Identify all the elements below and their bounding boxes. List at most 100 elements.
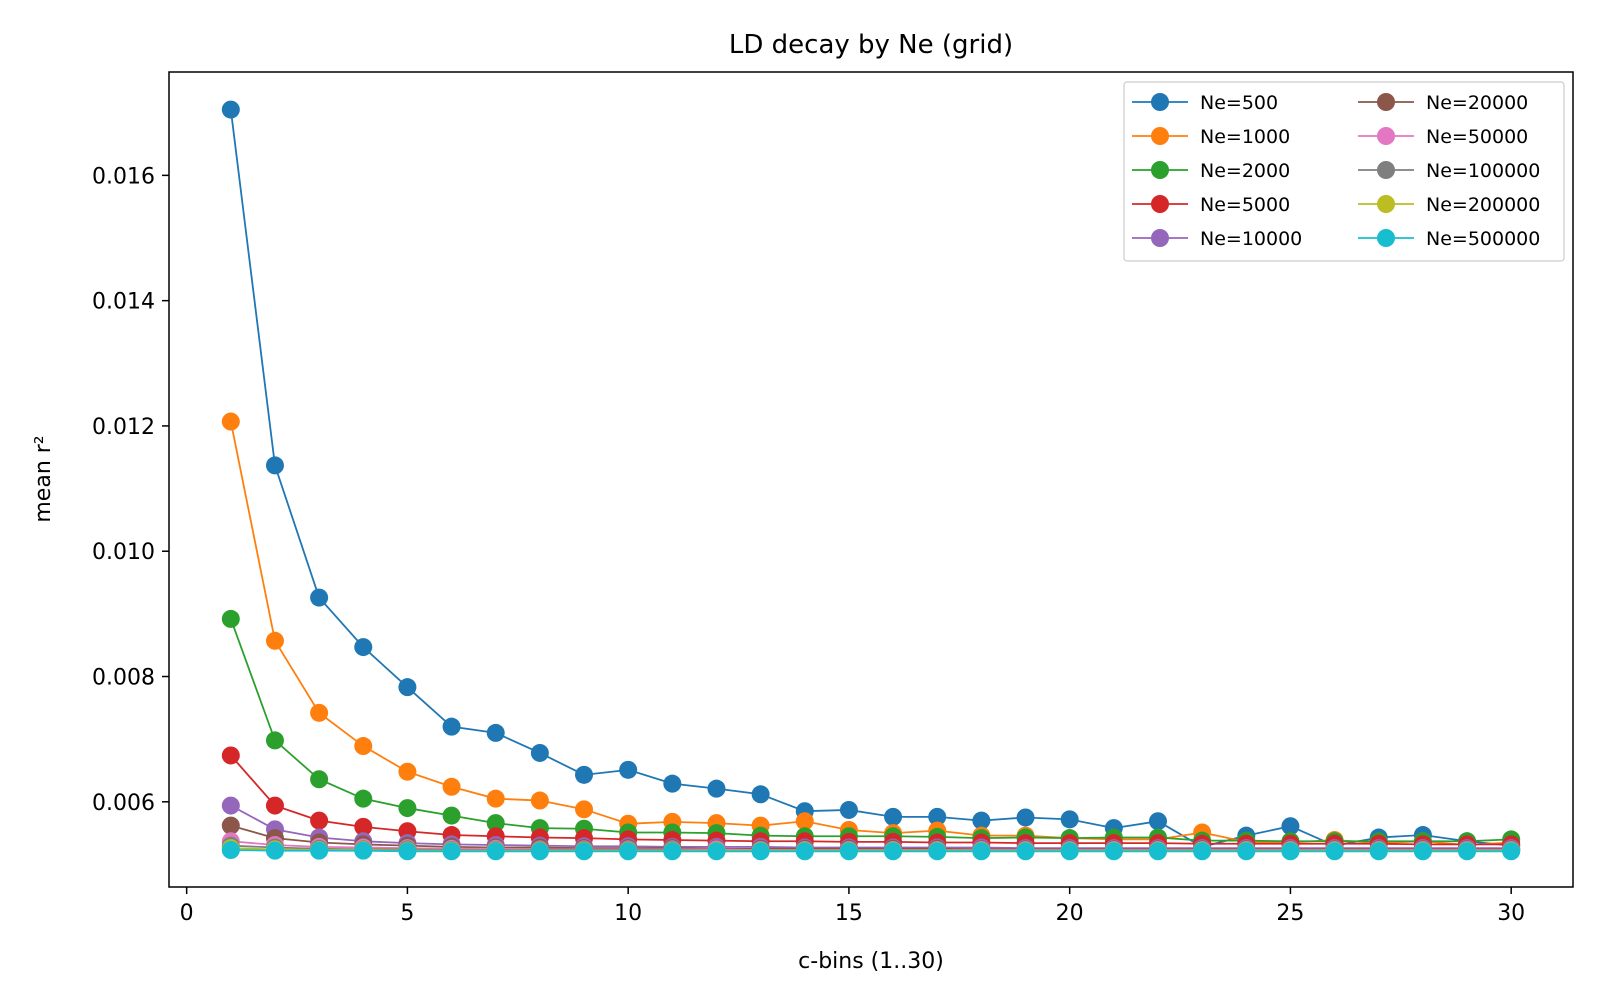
legend-item: Ne=200000 <box>1358 194 1540 216</box>
data-point <box>221 816 240 835</box>
legend-label: Ne=100000 <box>1426 160 1540 182</box>
y-tick-label: 0.006 <box>92 791 155 816</box>
y-tick-label: 0.012 <box>92 415 155 440</box>
data-point <box>795 842 814 861</box>
data-point <box>707 779 726 798</box>
legend-marker <box>1377 127 1395 145</box>
legend-item: Ne=1000 <box>1132 126 1290 148</box>
data-point <box>928 842 947 861</box>
data-point <box>884 807 903 826</box>
data-point <box>221 412 240 431</box>
x-tick-label: 10 <box>614 901 642 926</box>
data-point <box>928 807 947 826</box>
data-point <box>795 812 814 831</box>
data-point <box>1237 842 1256 861</box>
data-point <box>221 841 240 860</box>
data-point <box>398 762 417 781</box>
data-point <box>619 760 638 779</box>
legend-marker <box>1151 195 1169 213</box>
data-point <box>398 799 417 818</box>
data-point <box>1016 842 1035 861</box>
data-point <box>398 842 417 861</box>
data-point <box>1502 842 1521 861</box>
data-point <box>310 770 329 789</box>
data-point <box>310 841 329 860</box>
legend-marker <box>1151 161 1169 179</box>
data-point <box>442 842 461 861</box>
legend-marker <box>1151 229 1169 247</box>
y-tick-label: 0.014 <box>92 290 155 315</box>
legend-label: Ne=500 <box>1200 92 1278 114</box>
legend-item: Ne=20000 <box>1358 92 1528 114</box>
data-point <box>707 842 726 861</box>
data-point <box>663 842 682 861</box>
legend-marker <box>1151 93 1169 111</box>
series-ne-500000 <box>221 841 1521 861</box>
x-tick-label: 20 <box>1056 901 1084 926</box>
data-point <box>751 785 770 804</box>
legend-label: Ne=500000 <box>1426 228 1540 250</box>
data-point <box>221 796 240 815</box>
data-point <box>354 737 373 756</box>
data-point <box>839 842 858 861</box>
data-point <box>398 678 417 697</box>
data-point <box>486 842 505 861</box>
data-point <box>486 723 505 742</box>
plot-frame <box>168 71 1574 888</box>
data-point <box>530 842 549 861</box>
legend-marker <box>1377 161 1395 179</box>
data-point <box>839 800 858 819</box>
data-point <box>1413 842 1432 861</box>
x-tick-label: 0 <box>180 901 194 926</box>
data-point <box>486 814 505 833</box>
x-tick-label: 25 <box>1276 901 1304 926</box>
data-point <box>354 638 373 657</box>
data-point <box>265 456 284 475</box>
data-point <box>972 811 991 830</box>
data-point <box>1148 842 1167 861</box>
data-point <box>310 811 329 830</box>
legend-marker <box>1377 195 1395 213</box>
data-point <box>619 842 638 861</box>
legend-label: Ne=2000 <box>1200 160 1290 182</box>
data-point <box>575 842 594 861</box>
data-point <box>1104 842 1123 861</box>
data-point <box>1060 842 1079 861</box>
data-point <box>1369 842 1388 861</box>
legend-marker <box>1151 127 1169 145</box>
data-point <box>354 841 373 860</box>
data-point <box>575 765 594 784</box>
chart-title: LD decay by Ne (grid) <box>729 30 1013 60</box>
data-point <box>1060 810 1079 829</box>
legend-label: Ne=50000 <box>1426 126 1528 148</box>
legend-label: Ne=10000 <box>1200 228 1302 250</box>
legend-item: Ne=5000 <box>1132 194 1290 216</box>
x-axis: 0 5 10 15 20 25 30 <box>180 887 1525 926</box>
data-point <box>221 609 240 628</box>
y-tick-label: 0.008 <box>92 666 155 691</box>
legend-box <box>1123 81 1565 262</box>
x-tick-label: 30 <box>1497 901 1525 926</box>
plot-area <box>221 100 1521 861</box>
data-point <box>575 800 594 819</box>
data-point <box>265 631 284 650</box>
legend-label: Ne=20000 <box>1426 92 1528 114</box>
data-point <box>442 777 461 796</box>
data-point <box>265 841 284 860</box>
legend-item: Ne=500 <box>1132 92 1278 114</box>
legend-label: Ne=200000 <box>1426 194 1540 216</box>
legend-label: Ne=5000 <box>1200 194 1290 216</box>
data-point <box>442 717 461 736</box>
x-tick-label: 15 <box>835 901 863 926</box>
data-point <box>221 100 240 119</box>
y-tick-label: 0.016 <box>92 164 155 189</box>
data-point <box>530 791 549 810</box>
data-point <box>310 588 329 607</box>
data-point <box>221 746 240 765</box>
legend-marker <box>1377 93 1395 111</box>
data-point <box>972 842 991 861</box>
data-point <box>486 789 505 808</box>
data-point <box>530 743 549 762</box>
data-point <box>265 796 284 815</box>
